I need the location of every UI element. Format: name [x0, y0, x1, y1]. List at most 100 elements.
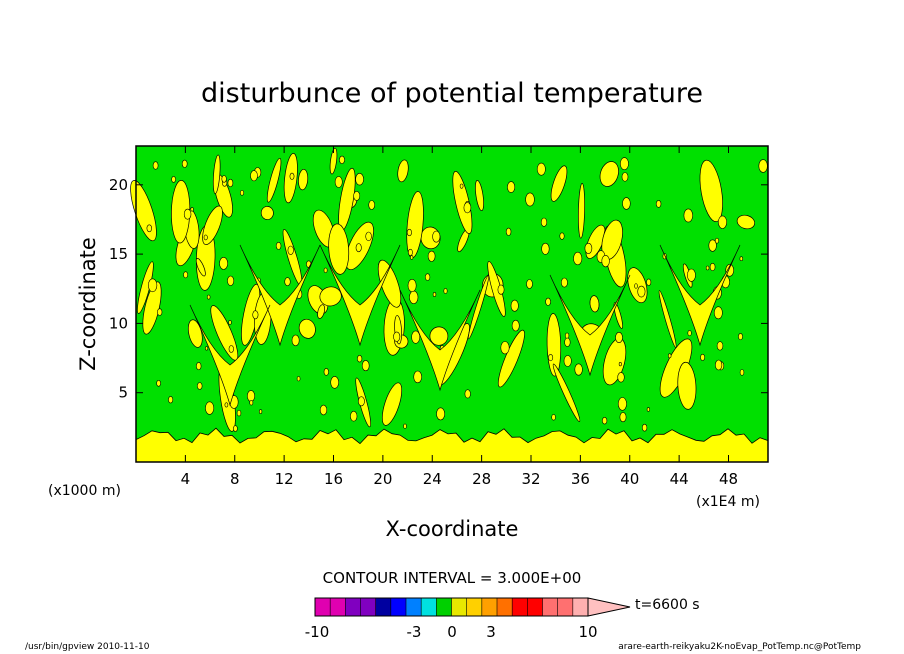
colorbar-cell: [451, 598, 468, 616]
yellow-region: [319, 286, 342, 307]
yellow-spot: [410, 255, 414, 260]
yellow-spot: [252, 310, 259, 320]
yellow-region: [317, 304, 326, 319]
yellow-region: [298, 168, 309, 191]
yellow-spot: [620, 157, 629, 171]
yellow-spot: [525, 192, 535, 207]
yellow-spot: [497, 284, 505, 295]
yellow-spot: [207, 294, 211, 300]
yellow-spot: [407, 278, 417, 292]
x-tick-label: 16: [324, 470, 343, 488]
x-unit-left: (x1000 m): [48, 483, 121, 499]
yellow-region: [429, 326, 449, 346]
yellow-region: [319, 244, 401, 347]
yellow-spot: [617, 397, 627, 411]
colorbar-tick-label: 3: [486, 623, 496, 641]
yellow-spot: [621, 172, 629, 182]
yellow-spot: [228, 319, 232, 325]
yellow-spot: [156, 379, 161, 387]
yellow-spot: [407, 248, 413, 256]
yellow-spot: [500, 341, 510, 355]
yellow-spot: [687, 330, 692, 337]
colorbar-tick-label: -10: [305, 623, 330, 641]
yellow-region: [381, 382, 403, 426]
yellow-region: [677, 361, 697, 410]
yellow-spot: [224, 402, 229, 408]
colorbar-cell: [542, 598, 559, 616]
x-tick-label: 24: [423, 470, 442, 488]
yellow-spot: [564, 332, 570, 339]
yellow-spot: [289, 172, 295, 180]
yellow-spot: [183, 271, 188, 279]
yellow-spot: [406, 228, 412, 237]
yellow-spot: [181, 159, 188, 168]
yellow-spot: [319, 404, 328, 416]
yellow-spot: [536, 162, 546, 176]
yellow-spot: [464, 389, 471, 399]
yellow-region: [298, 318, 316, 339]
x-axis-label: X-coordinate: [386, 517, 519, 541]
yellow-spot: [171, 176, 176, 183]
yellow-spot: [709, 262, 716, 271]
yellow-spot: [427, 250, 436, 262]
yellow-spot: [526, 279, 533, 289]
yellow-spot: [361, 360, 370, 372]
yellow-spot: [443, 288, 448, 294]
x-tick-label: 40: [620, 470, 639, 488]
colorbar-cell: [497, 598, 513, 616]
yellow-spot: [619, 412, 627, 423]
yellow-spot: [507, 181, 516, 193]
colorbar-cell: [406, 598, 422, 616]
yellow-spot: [355, 173, 364, 186]
yellow-spot: [559, 232, 565, 240]
yellow-spot: [714, 359, 723, 371]
colorbar-cell: [481, 598, 498, 616]
yellow-spot: [330, 376, 340, 389]
y-tick-label: 20: [109, 176, 128, 194]
yellow-spot: [236, 409, 242, 417]
yellow-spot: [655, 200, 662, 208]
colorbar-cell: [572, 598, 589, 616]
x-tick-label: 20: [373, 470, 392, 488]
yellow-spot: [240, 190, 245, 196]
colorbar-cell: [466, 598, 483, 616]
yellow-region: [187, 319, 203, 348]
colorbar: [314, 597, 631, 617]
colorbar-cell: [375, 598, 392, 616]
yellow-spot: [617, 372, 625, 383]
yellow-spot: [432, 292, 437, 297]
yellow-spot: [505, 227, 512, 236]
yellow-spot: [284, 277, 291, 287]
yellow-spot: [738, 333, 743, 341]
yellow-spot: [545, 297, 551, 306]
yellow-spot: [725, 263, 735, 277]
yellow-spot: [510, 299, 519, 312]
yellow-spot: [227, 178, 234, 188]
x-tick-label: 36: [571, 470, 590, 488]
yellow-region: [589, 295, 600, 313]
yellow-spot: [646, 278, 652, 286]
yellow-spot: [463, 202, 472, 214]
yellow-spot: [540, 217, 548, 227]
yellow-spot: [561, 277, 568, 288]
yellow-spot: [227, 275, 235, 286]
yellow-spot: [413, 370, 423, 384]
yellow-spot: [574, 363, 583, 376]
yellow-region: [699, 159, 723, 222]
yellow-spot: [637, 285, 646, 298]
yellow-spot: [459, 183, 464, 189]
yellow-region: [599, 161, 619, 187]
yellow-spot: [339, 155, 345, 164]
yellow-spot: [705, 265, 710, 271]
x-tick-label: 32: [521, 470, 540, 488]
colorbar-cell: [330, 598, 346, 616]
yellow-spot: [219, 256, 228, 270]
yellow-spot: [357, 396, 365, 407]
yellow-spot: [409, 290, 419, 304]
yellow-spot: [432, 230, 441, 243]
yellow-spot: [511, 319, 520, 332]
x-axis: 4 8 12 16 20 24 28 32 36 40 44 48: [181, 146, 738, 488]
yellow-region: [266, 157, 282, 203]
yellow-spot: [146, 224, 153, 233]
yellow-spot: [368, 200, 376, 210]
